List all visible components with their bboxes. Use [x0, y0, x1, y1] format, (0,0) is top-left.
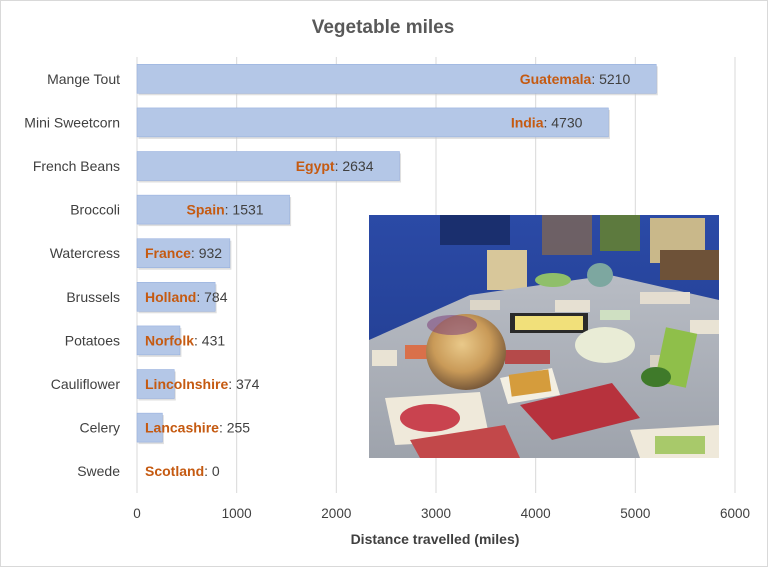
- category-label: Mini Sweetcorn: [24, 114, 120, 130]
- x-tick-label: 2000: [321, 506, 351, 521]
- data-labels: Guatemala: 5210 India: 4730 Egypt: 2634 Spa…: [145, 71, 630, 479]
- label-separator: :: [335, 158, 343, 174]
- category-label: Brussels: [66, 289, 120, 305]
- bar: [136, 64, 657, 94]
- bar: [136, 151, 400, 181]
- value-label: 255: [227, 420, 251, 436]
- data-label: Scotland: 0: [145, 463, 220, 479]
- x-tick-label: 6000: [720, 506, 750, 521]
- chart-title: Vegetable miles: [312, 17, 455, 38]
- category-label: Potatoes: [65, 332, 120, 348]
- data-label: France: 932: [145, 245, 222, 261]
- label-separator: :: [219, 420, 227, 436]
- value-label: 1531: [232, 202, 263, 218]
- origin-label: Lincolnshire: [145, 376, 228, 392]
- category-label: Broccoli: [70, 202, 120, 218]
- data-label: Egypt: 2634: [296, 158, 374, 174]
- value-label: 932: [199, 245, 223, 261]
- label-separator: :: [191, 245, 199, 261]
- origin-label: Norfolk: [145, 332, 194, 348]
- x-tick-label: 0: [133, 506, 141, 521]
- bar: [136, 107, 609, 138]
- origin-label: India: [511, 114, 544, 130]
- origin-label: Egypt: [296, 158, 335, 174]
- value-label: 431: [202, 332, 226, 348]
- origin-label: Spain: [187, 202, 225, 218]
- x-axis-title: Distance travelled (miles): [351, 531, 520, 547]
- category-label: Celery: [80, 420, 120, 436]
- value-label: 784: [204, 289, 228, 305]
- data-label: Norfolk: 431: [145, 332, 225, 348]
- x-tick-label: 5000: [620, 506, 650, 521]
- data-label: Spain: 1531: [187, 202, 264, 218]
- bar: [136, 282, 216, 312]
- origin-label: Guatemala: [520, 71, 592, 87]
- bar: [136, 325, 181, 356]
- origin-label: Lancashire: [145, 420, 219, 436]
- category-label: Cauliflower: [51, 376, 121, 392]
- label-separator: :: [591, 71, 599, 87]
- data-label: Guatemala: 5210: [520, 71, 631, 87]
- origin-label: Holland: [145, 289, 196, 305]
- origin-label: France: [145, 245, 191, 261]
- value-label: 374: [236, 376, 260, 392]
- category-label: Watercress: [50, 245, 120, 261]
- label-separator: :: [228, 376, 236, 392]
- value-label: 5210: [599, 71, 630, 87]
- origin-label: Scotland: [145, 463, 204, 479]
- data-label: Lincolnshire: 374: [145, 376, 260, 392]
- label-separator: :: [225, 202, 233, 218]
- value-label: 2634: [342, 158, 373, 174]
- bars: [136, 64, 658, 445]
- bar: [136, 369, 175, 399]
- category-label: French Beans: [33, 158, 120, 174]
- label-separator: :: [196, 289, 204, 305]
- bar: [136, 194, 290, 225]
- data-label: Holland: 784: [145, 289, 228, 305]
- bar: [136, 412, 163, 443]
- category-label: Swede: [77, 463, 120, 479]
- value-label: 4730: [551, 114, 582, 130]
- label-separator: :: [543, 114, 551, 130]
- label-separator: :: [194, 332, 202, 348]
- x-tick-label: 3000: [421, 506, 451, 521]
- label-separator: :: [204, 463, 212, 479]
- category-labels: Mange Tout Mini Sweetcorn French Beans Broc…: [24, 71, 120, 479]
- vegetables-photo: [369, 215, 719, 458]
- category-label: Mange Tout: [47, 71, 120, 87]
- x-tick-label: 1000: [222, 506, 252, 521]
- x-tick-label: 4000: [521, 506, 551, 521]
- value-label: 0: [212, 463, 220, 479]
- x-tick-labels: 0 1000 2000 3000 4000 5000 6000: [133, 506, 750, 521]
- data-label: Lancashire: 255: [145, 420, 250, 436]
- data-label: India: 4730: [511, 114, 583, 130]
- bar: [136, 238, 231, 268]
